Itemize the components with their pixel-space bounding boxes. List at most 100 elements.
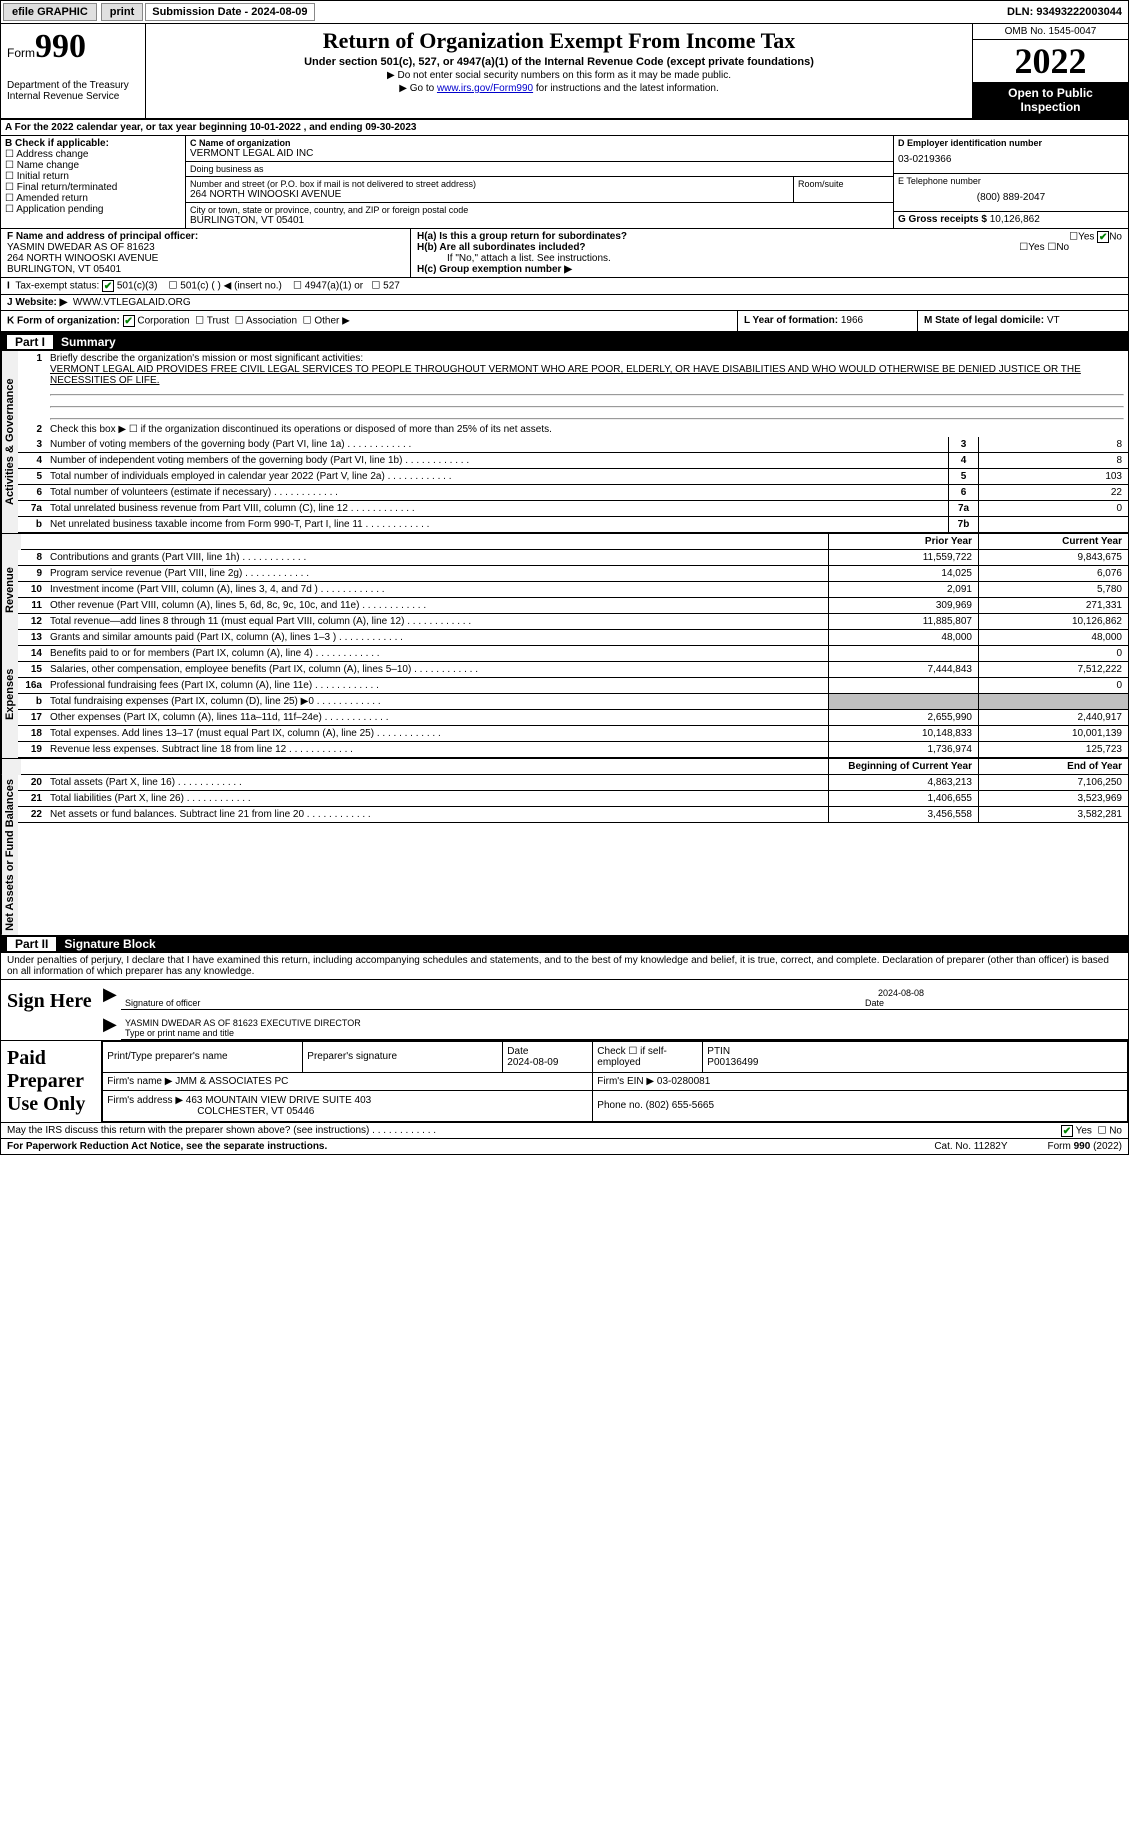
current-value: 271,331 [978, 598, 1128, 613]
top-toolbar: efile GRAPHIC print Submission Date - 20… [1, 1, 1128, 24]
current-value: 3,582,281 [978, 807, 1128, 822]
form-number: 990 [35, 28, 86, 65]
sign-date: 2024-08-08 [878, 988, 924, 998]
prior-value: 7,444,843 [828, 662, 978, 677]
efile-button[interactable]: efile GRAPHIC [3, 3, 97, 21]
current-value: 7,512,222 [978, 662, 1128, 677]
officer-printed: YASMIN DWEDAR AS OF 81623 EXECUTIVE DIRE… [125, 1018, 361, 1028]
current-value: 48,000 [978, 630, 1128, 645]
prior-value: 11,885,807 [828, 614, 978, 629]
sign-here-label: Sign Here [1, 980, 101, 1040]
print-button[interactable]: print [101, 3, 143, 21]
current-value: 2,440,917 [978, 710, 1128, 725]
mission-text: VERMONT LEGAL AID PROVIDES FREE CIVIL LE… [50, 364, 1081, 386]
summary-line: Program service revenue (Part VIII, line… [46, 566, 828, 581]
public-badge: Open to Public Inspection [973, 82, 1128, 118]
prior-value: 4,863,213 [828, 775, 978, 790]
perjury-text: Under penalties of perjury, I declare th… [1, 953, 1128, 980]
summary-line: Total number of individuals employed in … [46, 469, 948, 484]
summary-line: Number of voting members of the governin… [46, 437, 948, 452]
prior-value: 1,736,974 [828, 742, 978, 757]
date-label: Date [865, 998, 884, 1008]
current-value: 0 [978, 646, 1128, 661]
officer-label: F Name and address of principal officer: [7, 231, 198, 242]
summary-line: Other expenses (Part IX, column (A), lin… [46, 710, 828, 725]
hb-label: H(b) Are all subordinates included? [417, 242, 586, 253]
phone-value: (800) 889-2047 [898, 186, 1124, 209]
current-value [978, 694, 1128, 709]
officer-name: YASMIN DWEDAR AS OF 81623 [7, 242, 155, 253]
page-footer: For Paperwork Reduction Act Notice, see … [1, 1138, 1128, 1154]
current-value: 9,843,675 [978, 550, 1128, 565]
summary-line: Revenue less expenses. Subtract line 18 … [46, 742, 828, 757]
summary-line: Other revenue (Part VIII, column (A), li… [46, 598, 828, 613]
col-current: Current Year [978, 534, 1128, 549]
prior-value: 3,456,558 [828, 807, 978, 822]
dln-label: DLN: 93493222003044 [1001, 4, 1128, 20]
summary-value: 8 [978, 437, 1128, 452]
summary-line: Benefits paid to or for members (Part IX… [46, 646, 828, 661]
summary-value [978, 517, 1128, 532]
prior-value: 10,148,833 [828, 726, 978, 741]
prior-value: 2,655,990 [828, 710, 978, 725]
summary-line: Total fundraising expenses (Part IX, col… [46, 694, 828, 709]
dept-label: Department of the Treasury Internal Reve… [7, 80, 139, 102]
col-end: End of Year [978, 759, 1128, 774]
summary-line: Net unrelated business taxable income fr… [46, 517, 948, 532]
current-value: 6,076 [978, 566, 1128, 581]
line-a: A For the 2022 calendar year, or tax yea… [1, 120, 1128, 136]
summary-line: Salaries, other compensation, employee b… [46, 662, 828, 677]
summary-line: Total expenses. Add lines 13–17 (must eq… [46, 726, 828, 741]
summary-value: 22 [978, 485, 1128, 500]
form-label: Form [7, 46, 35, 60]
tab-netassets: Net Assets or Fund Balances [1, 775, 18, 935]
officer-addr2: BURLINGTON, VT 05401 [7, 264, 121, 275]
sign-block: Sign Here ▶ 2024-08-08 Signature of offi… [1, 980, 1128, 1041]
org-name: VERMONT LEGAL AID INC [190, 148, 889, 159]
sig-officer-label: Signature of officer [125, 998, 200, 1008]
prior-value: 309,969 [828, 598, 978, 613]
line-j: J Website: ▶ WWW.VTLEGALAID.ORG [1, 295, 1128, 311]
check-b-column: B Check if applicable: ☐ Address change … [1, 136, 186, 228]
current-value: 3,523,969 [978, 791, 1128, 806]
current-value: 5,780 [978, 582, 1128, 597]
form-container: efile GRAPHIC print Submission Date - 20… [0, 0, 1129, 1155]
ha-label: H(a) Is this a group return for subordin… [417, 231, 627, 242]
summary-line: Number of independent voting members of … [46, 453, 948, 468]
col-prior: Prior Year [828, 534, 978, 549]
city-label: City or town, state or province, country… [190, 205, 889, 215]
form-footer: Form 990 (2022) [1048, 1141, 1122, 1152]
irs-link[interactable]: www.irs.gov/Form990 [437, 83, 533, 94]
summary-line: Net assets or fund balances. Subtract li… [46, 807, 828, 822]
tax-year: 2022 [973, 40, 1128, 82]
prior-value: 14,025 [828, 566, 978, 581]
current-value: 7,106,250 [978, 775, 1128, 790]
l2-text: Check this box ▶ ☐ if the organization d… [46, 422, 1128, 437]
prior-value: 1,406,655 [828, 791, 978, 806]
summary-value: 8 [978, 453, 1128, 468]
part2-header: Part II Signature Block [1, 935, 1128, 953]
arrow-icon: ▶ [103, 1014, 117, 1035]
hc-label: H(c) Group exemption number ▶ [417, 264, 572, 275]
prior-value [828, 694, 978, 709]
summary-line: Total number of volunteers (estimate if … [46, 485, 948, 500]
prior-value [828, 646, 978, 661]
tab-activities: Activities & Governance [1, 351, 18, 533]
form-title: Return of Organization Exempt From Incom… [150, 28, 968, 54]
prior-value: 11,559,722 [828, 550, 978, 565]
org-name-label: C Name of organization [190, 138, 889, 148]
form-subtitle: Under section 501(c), 527, or 4947(a)(1)… [150, 56, 968, 68]
summary-line: Total liabilities (Part X, line 26) [46, 791, 828, 806]
addr-value: 264 NORTH WINOOSKI AVENUE [190, 189, 789, 200]
col-beginning: Beginning of Current Year [828, 759, 978, 774]
section-abcdefg: B Check if applicable: ☐ Address change … [1, 136, 1128, 229]
gross-value: 10,126,862 [990, 214, 1040, 225]
note-link: ▶ Go to www.irs.gov/Form990 for instruct… [150, 83, 968, 94]
name-title-label: Type or print name and title [125, 1028, 234, 1038]
phone-label: E Telephone number [898, 176, 1124, 186]
summary-line: Total revenue—add lines 8 through 11 (mu… [46, 614, 828, 629]
dba-label: Doing business as [190, 164, 889, 174]
summary-line: Professional fundraising fees (Part IX, … [46, 678, 828, 693]
omb-number: OMB No. 1545-0047 [973, 24, 1128, 40]
tab-expenses: Expenses [1, 630, 18, 758]
